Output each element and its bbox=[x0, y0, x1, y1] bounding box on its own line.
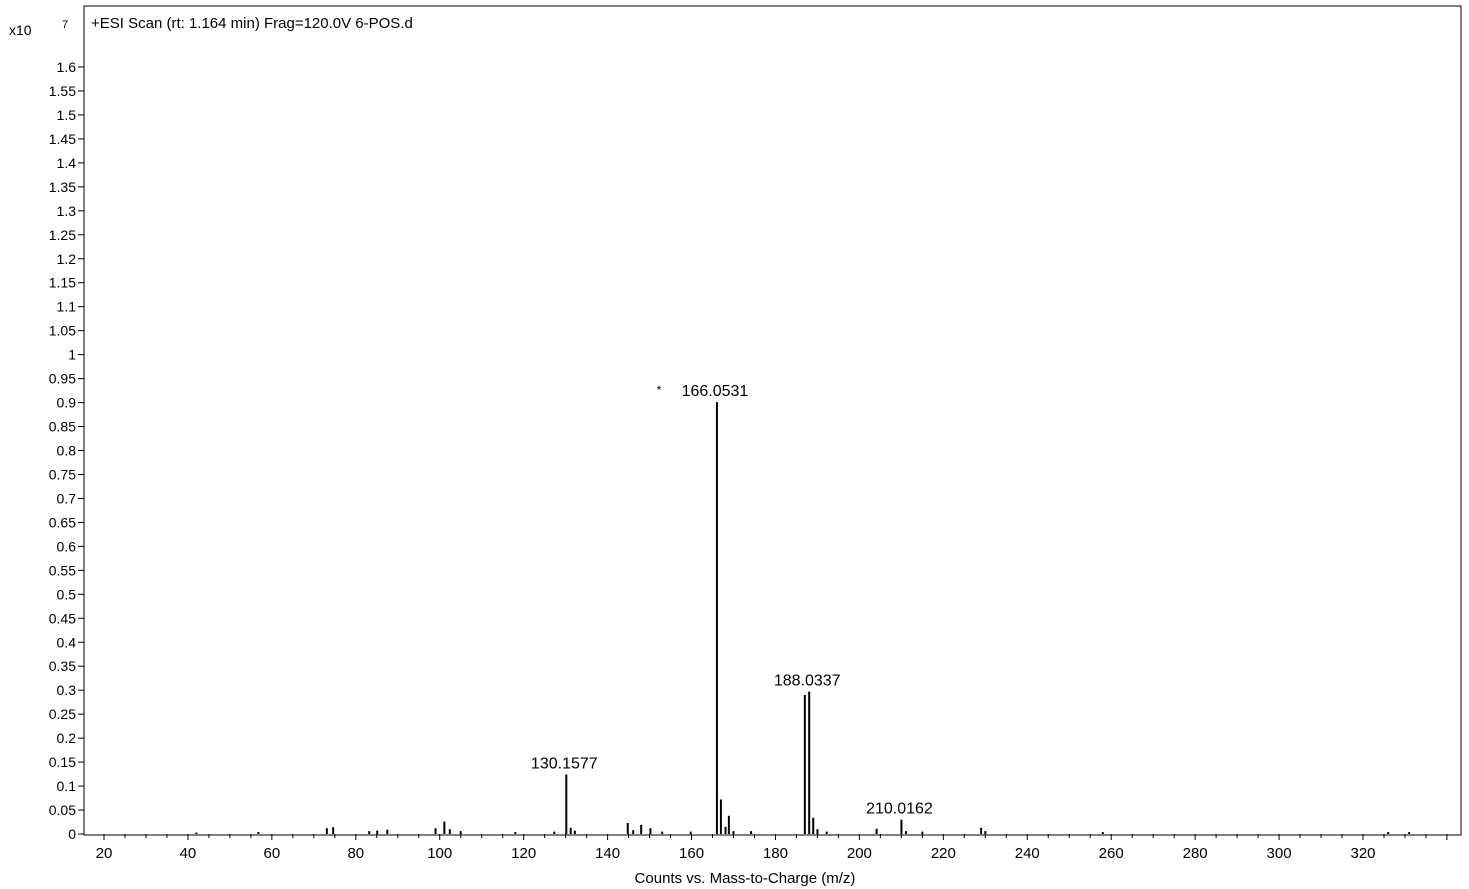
y-tick-label: 0.45 bbox=[49, 610, 76, 626]
x-tick-label: 160 bbox=[679, 845, 704, 862]
y-tick-label: 1.2 bbox=[57, 251, 77, 267]
plot-area bbox=[83, 5, 1462, 836]
y-tick-label: 1.4 bbox=[57, 155, 77, 171]
y-tick-label: 0.5 bbox=[57, 586, 77, 602]
x-tick-label: 20 bbox=[96, 845, 113, 862]
x-tick-label: 40 bbox=[180, 845, 197, 862]
chart-title: +ESI Scan (rt: 1.164 min) Frag=120.0V 6-… bbox=[91, 15, 413, 32]
y-tick-label: 1.15 bbox=[49, 275, 76, 291]
y-tick-label: 1.6 bbox=[57, 59, 77, 75]
x-tick-label: 120 bbox=[511, 845, 536, 862]
y-tick-label: 1.3 bbox=[57, 203, 77, 219]
y-tick-label: 0.9 bbox=[57, 395, 77, 411]
peak-label: 166.0531 bbox=[682, 383, 749, 400]
y-tick-label: 1.25 bbox=[49, 227, 76, 243]
peak-series bbox=[195, 402, 1411, 834]
y-multiplier: x10 bbox=[9, 22, 32, 38]
peak-label: 210.0162 bbox=[866, 801, 933, 818]
x-tick-label: 100 bbox=[427, 845, 452, 862]
x-tick-label: 80 bbox=[347, 845, 364, 862]
y-tick-label: 0.05 bbox=[49, 802, 76, 818]
x-tick-label: 300 bbox=[1267, 845, 1292, 862]
y-tick-label: 0.35 bbox=[49, 658, 76, 674]
y-tick-label: 0.95 bbox=[49, 371, 76, 387]
x-tick-label: 180 bbox=[763, 845, 788, 862]
x-axis: 20 40 60 80 100 120 140 160 180 200 220 240 260 280 30… bbox=[96, 834, 1448, 862]
x-tick-label: 220 bbox=[931, 845, 956, 862]
y-tick-label: 1.55 bbox=[49, 83, 76, 99]
x-tick-label: 60 bbox=[264, 845, 281, 862]
y-axis: 0 0.05 0.1 0.15 0.2 0.25 0.3 0.35 0.4 0.45 0.5 0.55… bbox=[49, 59, 84, 842]
y-tick-label: 0.3 bbox=[57, 682, 77, 698]
y-tick-label: 0.4 bbox=[57, 634, 77, 650]
y-tick-label: 0.6 bbox=[57, 538, 77, 554]
y-tick-label: 1.45 bbox=[49, 131, 76, 147]
y-tick-label: 0.8 bbox=[57, 443, 77, 459]
peak-marker: * bbox=[657, 383, 662, 397]
peak-annotations: 130.1577 166.0531 * 188.0337 210.0162 bbox=[531, 383, 933, 818]
x-tick-label: 140 bbox=[595, 845, 620, 862]
peak-label: 188.0337 bbox=[774, 673, 841, 690]
x-tick-label: 280 bbox=[1183, 845, 1208, 862]
y-tick-label: 0.15 bbox=[49, 754, 76, 770]
y-tick-label: 0 bbox=[68, 826, 76, 842]
y-tick-label: 1.35 bbox=[49, 179, 76, 195]
x-tick-label: 320 bbox=[1350, 845, 1375, 862]
x-tick-label: 200 bbox=[847, 845, 872, 862]
y-tick-label: 0.25 bbox=[49, 706, 76, 722]
y-tick-label: 0.1 bbox=[57, 778, 77, 794]
y-tick-label: 0.75 bbox=[49, 466, 76, 482]
y-tick-label: 0.85 bbox=[49, 419, 76, 435]
y-tick-label: 0.65 bbox=[49, 514, 76, 530]
x-axis-label: Counts vs. Mass-to-Charge (m/z) bbox=[635, 870, 856, 887]
y-tick-label: 1 bbox=[68, 347, 76, 363]
plot-frame bbox=[83, 5, 1462, 836]
y-tick-label: 1.5 bbox=[57, 107, 77, 123]
y-tick-label: 1.1 bbox=[57, 299, 77, 315]
y-tick-label: 0.2 bbox=[57, 730, 77, 746]
y-tick-label: 0.55 bbox=[49, 562, 76, 578]
y-tick-label: 1.05 bbox=[49, 323, 76, 339]
peak-label: 130.1577 bbox=[531, 756, 598, 773]
x-tick-label: 240 bbox=[1015, 845, 1040, 862]
y-exponent: 7 bbox=[62, 19, 68, 31]
y-tick-label: 0.7 bbox=[57, 490, 77, 506]
x-tick-label: 260 bbox=[1099, 845, 1124, 862]
